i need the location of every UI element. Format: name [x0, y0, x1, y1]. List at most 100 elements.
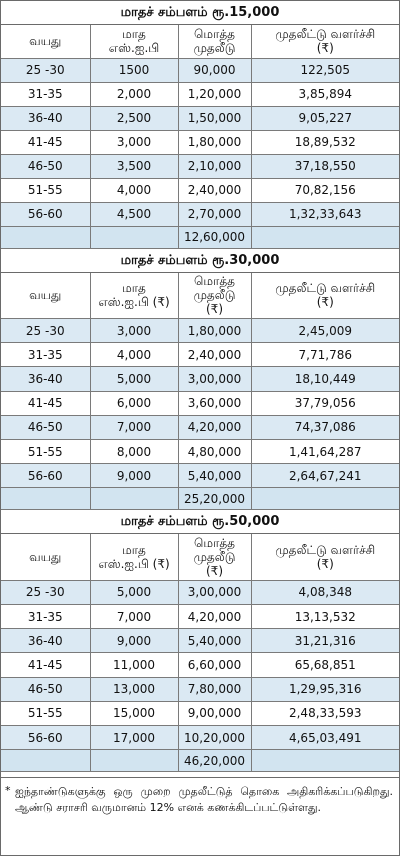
table-cell: 7,000 — [89, 414, 179, 440]
table-cell: 4,80,000 — [177, 438, 252, 465]
salary-section: மாதச் சம்பளம் ரூ.15,000 வயது மாத எஸ்.ஐ.பி ம… — [1, 1, 399, 249]
table-cell: 4,000 — [89, 177, 179, 203]
table-cell: 3,00,000 — [177, 366, 252, 392]
empty-cell — [1, 225, 91, 249]
sip-table: வயது மாத எஸ்.ஐ.பி மொத்த முதலீடு முதலீட்டு வ… — [1, 25, 399, 249]
table-cell: 41-45 — [1, 390, 91, 416]
table-row: 46-50 13,000 7,80,000 1,29,95,316 — [1, 676, 399, 702]
table-row: 25 -30 3,000 1,80,000 2,45,009 — [1, 317, 399, 344]
table-cell: 4,65,03,491 — [250, 724, 399, 751]
table-cell: 90,000 — [177, 57, 252, 83]
table-cell: 6,000 — [89, 390, 179, 416]
table-cell: 1,29,95,316 — [250, 676, 399, 702]
table-cell: 56-60 — [1, 724, 91, 751]
table-cell: 25 -30 — [1, 57, 91, 83]
column-header: வயது — [1, 534, 91, 581]
table-row: 56-60 4,500 2,70,000 1,32,33,643 — [1, 201, 399, 227]
table-cell: 9,00,000 — [177, 700, 252, 726]
table-cell: 2,500 — [89, 105, 179, 131]
table-cell: 37,79,056 — [250, 390, 399, 416]
table-cell: 51-55 — [1, 700, 91, 726]
table-cell: 15,000 — [89, 700, 179, 726]
empty-cell — [250, 225, 399, 249]
footnote-asterisk: * — [5, 784, 11, 797]
table-cell: 1,32,33,643 — [250, 201, 399, 227]
table-cell: 31-35 — [1, 603, 91, 630]
section-title: மாதச் சம்பளம் ரூ.50,000 — [1, 510, 399, 535]
table-cell: 2,48,33,593 — [250, 700, 399, 726]
sip-table: வயது மாத எஸ்.ஐ.பி (₹) மொத்த முதலீடு (₹) முத… — [1, 272, 399, 511]
table-row: 36-40 9,000 5,40,000 31,21,316 — [1, 628, 399, 654]
table-cell: 9,000 — [89, 463, 179, 489]
total-row: 46,20,000 — [1, 749, 399, 773]
table-row: 25 -30 5,000 3,00,000 4,08,348 — [1, 579, 399, 606]
table-row: 51-55 8,000 4,80,000 1,41,64,287 — [1, 438, 399, 465]
total-investment: 25,20,000 — [177, 487, 252, 511]
empty-cell — [250, 749, 399, 773]
table-cell: 1,50,000 — [177, 105, 252, 131]
table-cell: 4,08,348 — [250, 579, 399, 606]
table-cell: 2,40,000 — [177, 177, 252, 203]
table-cell: 56-60 — [1, 201, 91, 227]
table-cell: 4,000 — [89, 342, 179, 368]
table-row: 46-50 7,000 4,20,000 74,37,086 — [1, 414, 399, 440]
empty-cell — [89, 487, 179, 511]
table-cell: 9,05,227 — [250, 105, 399, 131]
table-cell: 46-50 — [1, 153, 91, 179]
column-header: மாத எஸ்.ஐ.பி — [89, 25, 179, 59]
table-cell: 4,20,000 — [177, 414, 252, 440]
table-cell: 9,000 — [89, 628, 179, 654]
empty-cell — [89, 749, 179, 773]
table-cell: 25 -30 — [1, 579, 91, 606]
table-cell: 2,000 — [89, 81, 179, 107]
table-row: 31-35 7,000 4,20,000 13,13,532 — [1, 603, 399, 630]
table-row: 36-40 5,000 3,00,000 18,10,449 — [1, 366, 399, 392]
table-cell: 17,000 — [89, 724, 179, 751]
table-cell: 2,64,67,241 — [250, 463, 399, 489]
table-cell: 2,70,000 — [177, 201, 252, 227]
table-cell: 2,10,000 — [177, 153, 252, 179]
total-investment: 12,60,000 — [177, 225, 252, 249]
table-cell: 4,20,000 — [177, 603, 252, 630]
table-cell: 1,80,000 — [177, 129, 252, 155]
table-row: 31-35 2,000 1,20,000 3,85,894 — [1, 81, 399, 107]
table-cell: 18,10,449 — [250, 366, 399, 392]
table-cell: 18,89,532 — [250, 129, 399, 155]
table-cell: 122,505 — [250, 57, 399, 83]
sip-table: வயது மாத எஸ்.ஐ.பி (₹) மொத்த முதலீடு (₹) முத… — [1, 534, 399, 773]
table-cell: 46-50 — [1, 676, 91, 702]
table-cell: 3,85,894 — [250, 81, 399, 107]
column-header: மாத எஸ்.ஐ.பி (₹) — [89, 534, 179, 581]
table-cell: 7,000 — [89, 603, 179, 630]
column-header: வயது — [1, 272, 91, 319]
table-cell: 74,37,086 — [250, 414, 399, 440]
salary-section: மாதச் சம்பளம் ரூ.30,000 வயது மாத எஸ்.ஐ.பி … — [1, 248, 399, 511]
table-cell: 13,000 — [89, 676, 179, 702]
table-cell: 10,20,000 — [177, 724, 252, 751]
table-row: 41-45 11,000 6,60,000 65,68,851 — [1, 652, 399, 678]
table-cell: 1,41,64,287 — [250, 438, 399, 465]
table-row: 51-55 15,000 9,00,000 2,48,33,593 — [1, 700, 399, 726]
table-cell: 4,500 — [89, 201, 179, 227]
table-cell: 3,60,000 — [177, 390, 252, 416]
section-title: மாதச் சம்பளம் ரூ.15,000 — [1, 1, 399, 25]
table-row: 56-60 17,000 10,20,000 4,65,03,491 — [1, 724, 399, 751]
table-cell: 1,80,000 — [177, 317, 252, 344]
total-row: 12,60,000 — [1, 225, 399, 249]
table-cell: 3,000 — [89, 317, 179, 344]
table-cell: 13,13,532 — [250, 603, 399, 630]
table-cell: 1500 — [89, 57, 179, 83]
table-row: 25 -30 1500 90,000 122,505 — [1, 57, 399, 83]
table-cell: 41-45 — [1, 652, 91, 678]
footnote: * ஐந்தாண்டுகளுக்கு ஒரு முறை முதலீட்டுத் … — [1, 777, 399, 855]
table-cell: 25 -30 — [1, 317, 91, 344]
table-cell: 31-35 — [1, 81, 91, 107]
section-title: மாதச் சம்பளம் ரூ.30,000 — [1, 248, 399, 273]
table-cell: 31-35 — [1, 342, 91, 368]
sections-container: மாதச் சம்பளம் ரூ.15,000 வயது மாத எஸ்.ஐ.பி ம… — [1, 1, 399, 773]
column-header: முதலீட்டு வளர்ச்சி (₹) — [250, 534, 399, 581]
table-cell: 3,000 — [89, 129, 179, 155]
table-cell: 51-55 — [1, 177, 91, 203]
column-header: மாத எஸ்.ஐ.பி (₹) — [89, 272, 179, 319]
